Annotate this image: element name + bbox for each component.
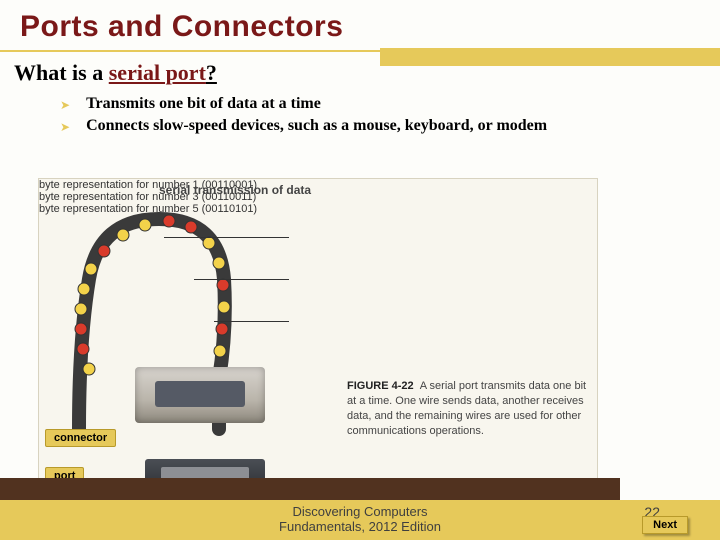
bullet-arrow-icon: ➤ xyxy=(60,98,70,113)
bullet-text: Connects slow-speed devices, such as a m… xyxy=(86,116,547,136)
leader-line xyxy=(164,237,289,238)
list-item: ➤ Transmits one bit of data at a time xyxy=(60,94,680,114)
figure-top-label: serial transmission of data xyxy=(159,183,311,197)
slide-header: Ports and Connectors xyxy=(0,0,720,52)
leader-line xyxy=(214,321,289,322)
connector-tag: connector xyxy=(45,429,116,447)
leader-line xyxy=(194,279,289,280)
footer-line2: Fundamentals, 2012 Edition xyxy=(279,519,441,534)
list-item: ➤ Connects slow-speed devices, such as a… xyxy=(60,116,680,136)
subheading-prefix: What is a xyxy=(14,60,109,85)
figure-caption-title: FIGURE 4-22 xyxy=(347,380,414,392)
footer-text: Discovering Computers Fundamentals, 2012… xyxy=(200,505,520,535)
byte-label: byte representation for number 1 (001100… xyxy=(39,179,597,191)
header-accent-bar xyxy=(380,48,720,66)
bullet-text: Transmits one bit of data at a time xyxy=(86,94,321,114)
connector-image xyxy=(135,367,265,423)
figure-caption: FIGURE 4-22 A serial port transmits data… xyxy=(347,379,587,438)
bullet-arrow-icon: ➤ xyxy=(60,120,70,135)
slide-title: Ports and Connectors xyxy=(20,10,700,44)
subheading-suffix: ? xyxy=(206,60,217,85)
footer-line1: Discovering Computers xyxy=(292,504,427,519)
next-button[interactable]: Next xyxy=(642,516,688,534)
bullet-list: ➤ Transmits one bit of data at a time ➤ … xyxy=(0,90,720,144)
dark-strip xyxy=(0,478,620,500)
subheading-keyword: serial port xyxy=(109,60,206,85)
footer-bar: Discovering Computers Fundamentals, 2012… xyxy=(0,500,720,540)
figure-container: serial transmission of data byte repre xyxy=(38,178,598,498)
